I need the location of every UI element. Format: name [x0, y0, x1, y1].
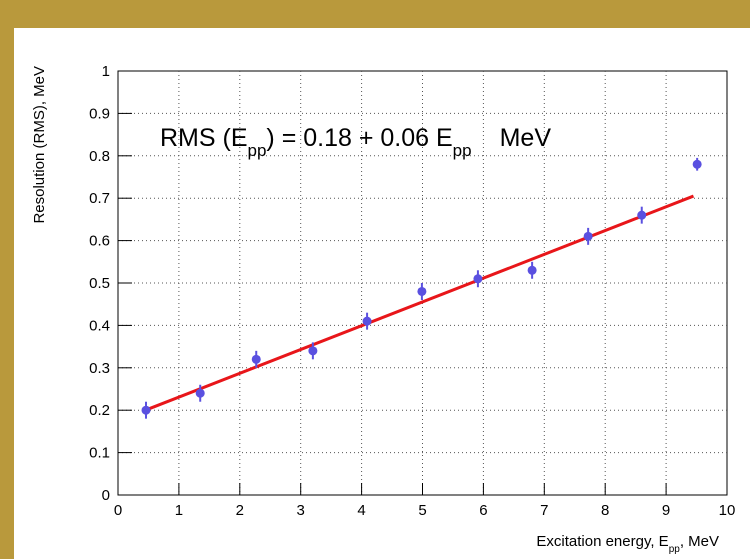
- annotation-subscript: pp: [248, 141, 267, 160]
- data-point: [637, 210, 647, 220]
- data-point: [308, 346, 318, 356]
- annotation-part: RMS (E: [160, 124, 248, 152]
- data-point: [362, 316, 372, 326]
- annotation-part: ) = 0.18 + 0.06 E: [266, 124, 452, 152]
- annotation-subscript: pp: [453, 141, 472, 160]
- y-tick-label: 0.5: [89, 275, 110, 292]
- x-label-part: , MeV: [680, 533, 719, 550]
- x-tick-label: 10: [719, 502, 736, 519]
- y-axis-label: Resolution (RMS), MeV: [31, 66, 48, 224]
- x-tick-label: 7: [540, 502, 548, 519]
- y-tick-label: 0: [102, 487, 110, 504]
- x-tick-label: 8: [601, 502, 609, 519]
- annotation-part: MeV: [500, 124, 552, 152]
- x-tick-label: 9: [662, 502, 670, 519]
- x-tick-label: 1: [175, 502, 183, 519]
- y-tick-label: 1: [102, 63, 110, 80]
- x-label-part: Excitation energy, E: [536, 533, 668, 550]
- x-tick-label: 5: [418, 502, 426, 519]
- y-tick-label: 0.2: [89, 402, 110, 419]
- y-tick-label: 0.4: [89, 317, 110, 334]
- x-tick-label: 0: [114, 502, 122, 519]
- x-tick-label: 4: [357, 502, 365, 519]
- y-tick-label: 0.1: [89, 445, 110, 462]
- x-label-subscript: pp: [669, 544, 681, 555]
- data-point: [141, 405, 151, 415]
- y-tick-label: 0.8: [89, 148, 110, 165]
- x-tick-label: 2: [236, 502, 244, 519]
- y-tick-label: 0.7: [89, 190, 110, 207]
- data-point: [527, 265, 537, 275]
- data-point: [473, 274, 483, 284]
- fit-line: [144, 194, 695, 412]
- x-axis-label: Excitation energy, Epp, MeV: [536, 533, 719, 555]
- data-point: [692, 159, 702, 169]
- x-tick-label: 3: [297, 502, 305, 519]
- y-tick-label: 0.6: [89, 233, 110, 250]
- y-tick-label: 0.3: [89, 360, 110, 377]
- data-point: [583, 231, 593, 241]
- data-point: [251, 354, 261, 364]
- data-point: [417, 286, 427, 296]
- data-point: [195, 388, 205, 398]
- y-tick-label: 0.9: [89, 105, 110, 122]
- panel: [14, 28, 750, 559]
- annotation: RMS (Epp) = 0.18 + 0.06 Epp MeV: [160, 124, 551, 160]
- x-tick-label: 6: [479, 502, 487, 519]
